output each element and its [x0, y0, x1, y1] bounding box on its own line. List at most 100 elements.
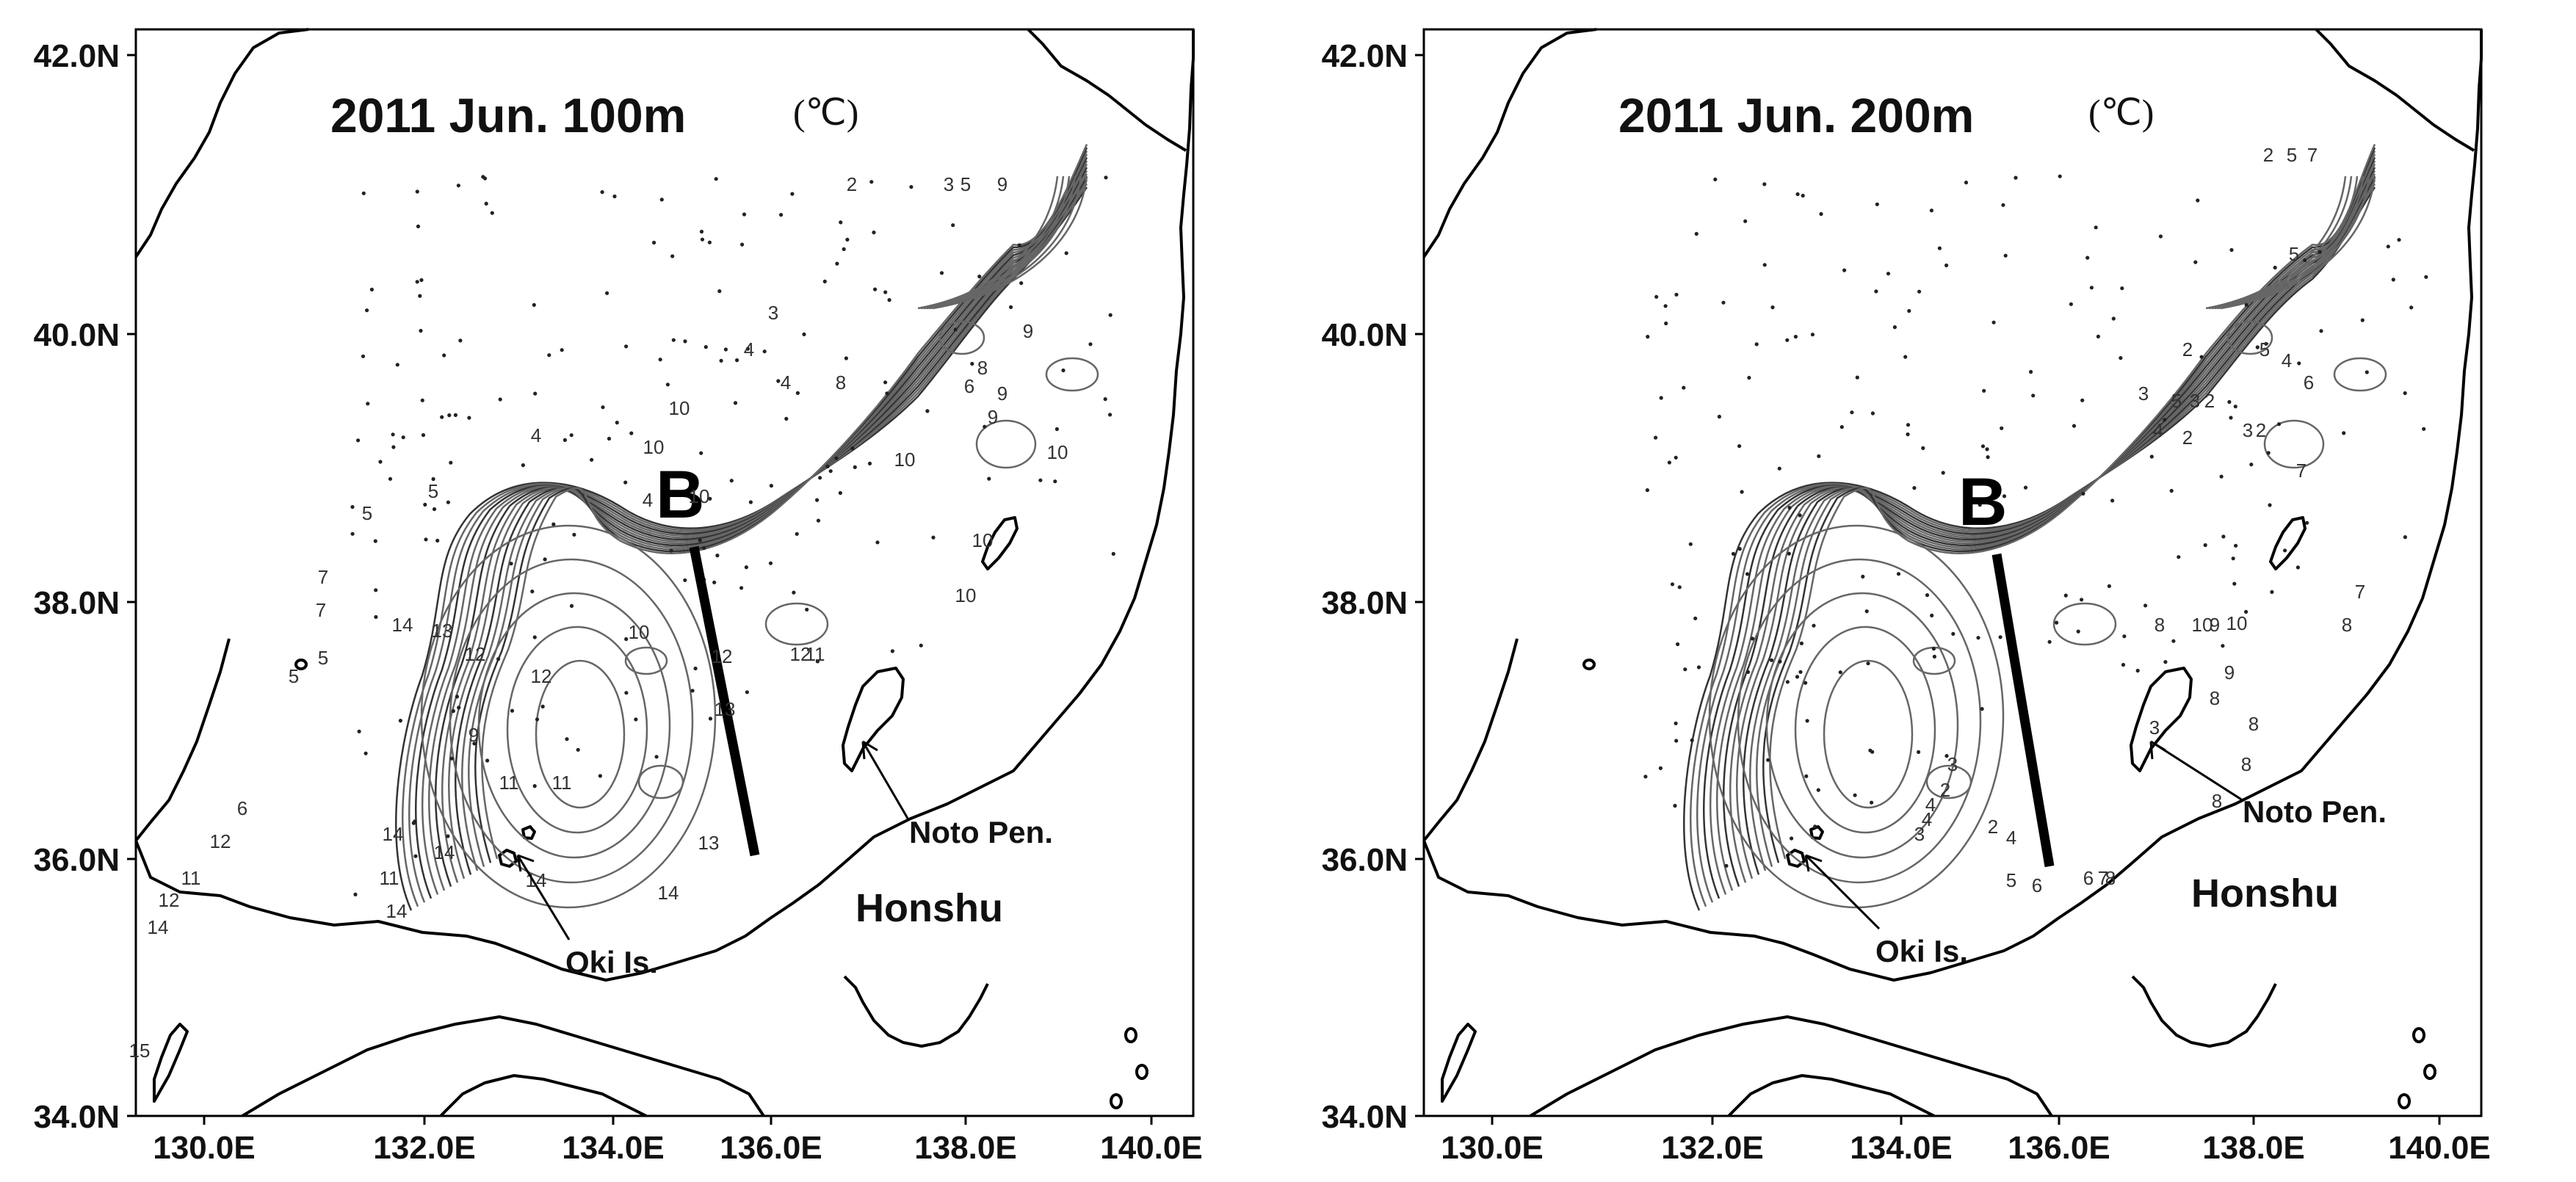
- station-point: [2221, 644, 2225, 648]
- station-point: [1930, 613, 1934, 618]
- station-point: [2023, 485, 2028, 490]
- station-point: [532, 635, 537, 639]
- station-point: [1870, 750, 1875, 754]
- contour-value-label: 6: [2032, 874, 2042, 896]
- isotherm-line: [402, 183, 1088, 907]
- contour-value-label: 2: [1940, 779, 1950, 801]
- isotherm-ring: [420, 524, 717, 909]
- station-point: [699, 229, 704, 234]
- station-point: [1674, 455, 1678, 460]
- axis-ticks: [1415, 54, 2441, 1125]
- islet-outline: [1124, 1027, 1137, 1043]
- isotherm-contours: [395, 143, 1099, 911]
- station-point: [1941, 471, 1945, 475]
- station-point: [1917, 289, 1922, 294]
- station-point: [419, 278, 424, 283]
- isotherm-line: [1762, 147, 2376, 863]
- lon-label: 134.0E: [562, 1130, 664, 1166]
- station-point: [456, 184, 461, 188]
- station-point: [1870, 411, 1875, 416]
- contour-value-label: 13: [698, 832, 720, 854]
- station-point: [543, 557, 547, 562]
- station-point: [745, 347, 750, 351]
- station-point: [598, 774, 603, 778]
- station-point: [853, 465, 857, 470]
- contour-value-label: 2: [2182, 338, 2193, 360]
- contour-value-label: 10: [972, 529, 994, 551]
- station-point: [822, 279, 827, 283]
- station-point: [1866, 661, 1870, 666]
- contour-value-label: 14: [383, 823, 404, 845]
- oki-island-outline: [1786, 849, 1806, 868]
- station-point: [2360, 318, 2365, 322]
- isotherm-ring: [449, 558, 694, 884]
- station-point: [717, 289, 722, 294]
- station-point: [693, 666, 698, 671]
- station-point: [2219, 474, 2224, 479]
- isotherm-ring: [506, 626, 648, 834]
- station-point: [1944, 754, 1949, 758]
- station-point: [569, 603, 574, 609]
- isotherm-line: [1683, 186, 2376, 911]
- station-point: [2063, 593, 2068, 598]
- coastline: [1727, 1074, 1935, 1117]
- contour-value-label: 10: [1047, 441, 1068, 463]
- station-point: [708, 496, 712, 501]
- station-point: [624, 344, 629, 349]
- contour-value-label: 12: [712, 645, 733, 667]
- station-point: [1676, 642, 1680, 647]
- contour-value-label: 7: [2355, 581, 2365, 603]
- station-point: [1064, 251, 1068, 255]
- station-point: [1778, 659, 1782, 664]
- contour-value-label: 15: [129, 1040, 151, 1062]
- coastline: [1422, 28, 1597, 258]
- station-point: [2072, 424, 2077, 428]
- station-point: [484, 201, 488, 206]
- station-point: [802, 332, 806, 336]
- isotherm-line: [408, 180, 1088, 903]
- station-point: [1816, 788, 1820, 792]
- station-point: [815, 659, 820, 664]
- contour-value-label: 7: [2098, 867, 2108, 889]
- station-point: [1819, 211, 1823, 217]
- station-point: [391, 432, 395, 437]
- station-point: [1683, 667, 1687, 672]
- station-point: [356, 438, 361, 443]
- station-point: [1682, 385, 1686, 390]
- lon-label: 140.0E: [2388, 1130, 2490, 1166]
- contour-value-label: 10: [629, 621, 650, 643]
- station-point: [446, 834, 450, 838]
- station-point: [2227, 399, 2232, 405]
- station-point: [1931, 647, 1936, 651]
- unit-label: (℃): [793, 92, 858, 133]
- station-point: [2002, 494, 2007, 498]
- lon-label: 138.0E: [914, 1130, 1016, 1166]
- station-point: [659, 197, 664, 202]
- station-point: [472, 742, 477, 746]
- noto-peninsula-label: Noto Pen.: [2243, 794, 2387, 829]
- station-point: [1842, 268, 1847, 272]
- station-point: [533, 391, 538, 396]
- station-point: [1817, 454, 1821, 459]
- isotherm-line: [428, 170, 1088, 891]
- station-point: [1921, 446, 1925, 451]
- station-point: [744, 565, 749, 570]
- isotherm-line: [422, 173, 1088, 895]
- station-point: [366, 402, 370, 406]
- station-point: [654, 755, 659, 759]
- contour-value-label: 5: [318, 647, 328, 669]
- station-point: [1054, 427, 1059, 432]
- station-point: [1745, 572, 1750, 576]
- station-point: [1906, 432, 1910, 437]
- oki-arrow: [1804, 854, 1881, 930]
- station-point: [365, 308, 369, 313]
- isotherm-line: [474, 147, 1088, 863]
- station-point: [2403, 391, 2407, 396]
- station-point: [931, 535, 936, 540]
- contour-value-label: 11: [806, 643, 825, 665]
- station-point: [1795, 192, 1800, 197]
- isotherm-line: [1769, 143, 2376, 860]
- map-title: 2011 Jun. 200m: [1618, 88, 1974, 142]
- station-point: [698, 538, 702, 543]
- station-point: [869, 180, 874, 184]
